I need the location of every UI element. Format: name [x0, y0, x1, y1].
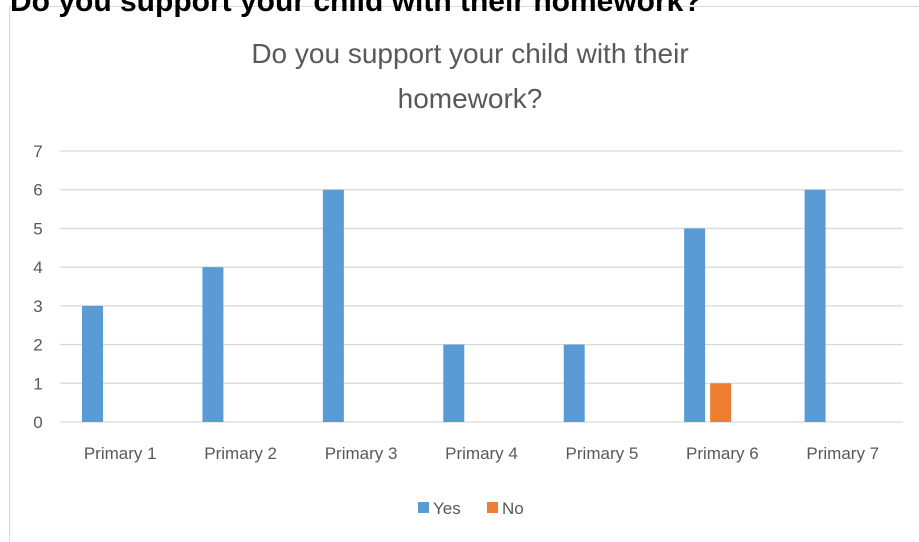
bar-yes-primary-1 — [82, 305, 103, 422]
bar-yes-primary-4 — [443, 344, 465, 422]
y-tick-label: 0 — [33, 413, 42, 432]
bar-yes-primary-7 — [804, 189, 826, 422]
chart-frame: Do you support your child with their hom… — [9, 0, 919, 542]
grid-lines — [60, 150, 903, 423]
y-tick-label: 7 — [33, 142, 42, 161]
bar-yes-primary-2 — [202, 267, 224, 422]
x-tick-label: Primary 7 — [806, 444, 879, 463]
bar-yes-primary-6 — [684, 228, 706, 422]
x-tick-label: Primary 2 — [204, 444, 277, 463]
x-tick-label: Primary 3 — [325, 444, 398, 463]
chart-title-line-1: Do you support your child with their — [251, 38, 688, 69]
y-tick-label: 6 — [33, 181, 42, 200]
legend-label-no: No — [502, 499, 524, 518]
chart-title: Do you support your child with their hom… — [251, 38, 688, 114]
y-tick-label: 1 — [33, 374, 42, 393]
y-axis-ticks: 0 1 2 3 4 5 6 7 — [33, 142, 42, 432]
bar-no-primary-6 — [710, 383, 732, 422]
x-tick-label: Primary 6 — [686, 444, 759, 463]
x-tick-label: Primary 1 — [84, 444, 157, 463]
y-tick-label: 3 — [33, 297, 42, 316]
x-tick-label: Primary 4 — [445, 444, 518, 463]
chart-title-line-2: homework? — [398, 83, 543, 114]
legend-swatch-yes — [418, 502, 429, 513]
y-tick-label: 5 — [33, 219, 42, 238]
y-tick-label: 4 — [33, 258, 42, 277]
bars — [82, 189, 826, 422]
legend: Yes No — [418, 499, 524, 518]
page-heading-cut: Do you support your child with their hom… — [10, 0, 702, 18]
legend-label-yes: Yes — [433, 499, 461, 518]
x-axis-ticks: Primary 1 Primary 2 Primary 3 Primary 4 Prim… — [84, 444, 879, 463]
bar-yes-primary-5 — [563, 344, 585, 422]
x-tick-label: Primary 5 — [566, 444, 639, 463]
legend-swatch-no — [487, 502, 498, 513]
y-tick-label: 2 — [33, 336, 42, 355]
bar-yes-primary-3 — [322, 189, 344, 422]
